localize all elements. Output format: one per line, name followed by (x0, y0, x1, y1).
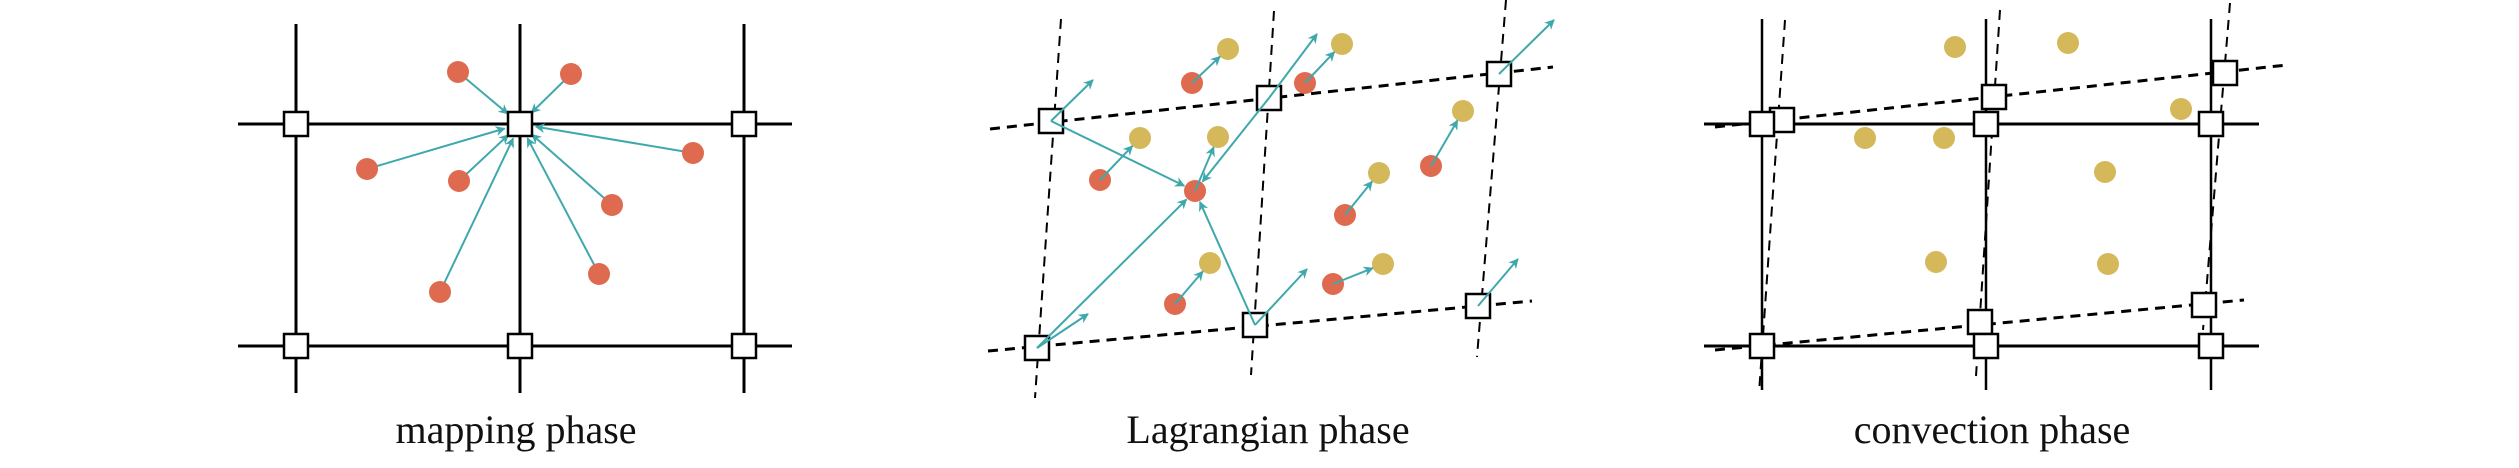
particle (356, 158, 378, 180)
particle (1925, 251, 1947, 273)
grid-node (282, 110, 310, 138)
grid-node (1748, 110, 1776, 138)
particle (1854, 127, 1876, 149)
arrow (1304, 51, 1336, 84)
arrow (1198, 201, 1256, 326)
arrow (1036, 198, 1188, 349)
deformed-grid-line (2202, 2, 2231, 331)
lagrangian-phase-panel (987, 0, 1555, 399)
arrow (458, 134, 510, 182)
particle-new-position (1372, 253, 1394, 275)
deformed-grid-line (1250, 10, 1275, 376)
deformed-grid-line (989, 65, 1554, 131)
arrow (1036, 313, 1089, 349)
grid-node (730, 332, 758, 360)
deformed-grid-line (1758, 19, 1786, 394)
particle (1933, 127, 1955, 149)
arrow (1191, 55, 1221, 84)
deformed-grid-node (1966, 308, 1994, 336)
particle (588, 263, 610, 285)
grid-node (730, 110, 758, 138)
arrow (1430, 119, 1459, 167)
particle-new-position (1368, 162, 1390, 184)
particle-new-position (1331, 33, 1353, 55)
particle-new-position (1217, 38, 1239, 60)
deformed-grid-line (1714, 298, 2245, 352)
deformed-grid-node (2211, 59, 2239, 87)
grid-node (1748, 332, 1776, 360)
grid-node (2197, 332, 2225, 360)
particle-new-position (1129, 127, 1151, 149)
deformed-grid-line (1714, 63, 2288, 129)
lagrangian-phase-label: Lagrangian phase (1126, 407, 1410, 452)
grid-node (506, 110, 534, 138)
arrow (1268, 33, 1318, 99)
grid-node (1972, 332, 2000, 360)
particle (2170, 98, 2192, 120)
grid-node (1972, 110, 2000, 138)
arrow (531, 133, 613, 206)
deformed-grid-line (1034, 18, 1062, 399)
mapping-phase-panel (238, 24, 792, 393)
arrow (534, 123, 694, 154)
particle (429, 281, 451, 303)
particle (448, 170, 470, 192)
arrow (1344, 180, 1373, 216)
arrow (1254, 268, 1308, 326)
particle (2094, 161, 2116, 183)
grid-node (282, 332, 310, 360)
arrow (1099, 145, 1134, 181)
particle-new-position (1207, 126, 1229, 148)
deformed-grid-node (2190, 291, 2218, 319)
grid-node (506, 332, 534, 360)
particle (2097, 253, 2119, 275)
particle-new-position (1199, 252, 1221, 274)
particle (682, 142, 704, 164)
particle (2057, 32, 2079, 54)
arrow (1174, 270, 1204, 305)
particle (601, 194, 623, 216)
arrow (526, 137, 600, 275)
mapping-phase-label: mapping phase (395, 407, 637, 452)
arrow (366, 126, 506, 170)
arrow (1050, 79, 1094, 122)
grid-node (2197, 110, 2225, 138)
arrow (1194, 146, 1215, 192)
arrow (1332, 266, 1374, 285)
convection-phase-panel (1704, 2, 2288, 394)
particle (1944, 36, 1966, 58)
arrow (1498, 19, 1555, 75)
particle (447, 61, 469, 83)
deformed-grid-node (1980, 83, 2008, 111)
particle-new-position (1452, 100, 1474, 122)
particle (560, 63, 582, 85)
convection-phase-label: convection phase (1853, 407, 2131, 452)
arrow (1201, 97, 1270, 183)
arrow (439, 137, 515, 293)
arrow (1050, 120, 1186, 187)
arrow (1477, 258, 1519, 307)
